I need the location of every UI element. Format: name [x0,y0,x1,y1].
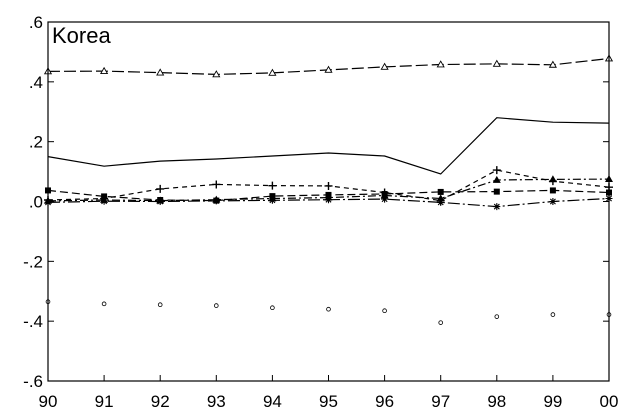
axis-ticks: .6 .4 .2 .0 -.2 -.4 -.690 91 92 93 94 95 96 97 98 99 00 [23,13,618,411]
data-point [492,59,501,67]
y-tick-label: .6 [29,13,43,32]
x-tick-label: 92 [151,392,170,411]
y-tick-label: .0 [29,193,43,212]
data-point [381,191,388,198]
x-tick-label: 98 [487,392,506,411]
data-point [382,308,387,313]
data-point [548,60,557,68]
x-tick-label: 91 [95,392,114,411]
data-point [381,195,389,203]
data-point [212,180,221,189]
data-point [550,312,556,317]
panel-label: Korea [52,23,111,48]
data-point [100,197,108,205]
data-point [548,175,557,183]
series-6 [44,195,613,211]
data-point [212,197,220,205]
series-line [47,178,610,202]
data-point [157,302,163,308]
series-2 [47,117,610,175]
data-point [549,198,557,205]
data-point [156,184,165,193]
data-point [492,166,501,175]
data-point [325,196,332,204]
series-line [47,117,610,175]
x-tick-label: 95 [319,392,338,411]
y-tick-label: .2 [29,133,43,152]
y-tick-label: -.4 [23,312,43,331]
series-7 [45,299,612,325]
data-point [156,198,164,205]
data-point [268,68,277,76]
data-point [101,301,107,307]
data-point [269,193,276,200]
data-point [270,305,275,311]
data-point [326,306,331,312]
data-point [156,68,165,76]
plot-frame [47,21,610,382]
data-point [212,70,221,78]
data-point [493,188,500,195]
x-tick-label: 93 [207,392,226,411]
x-tick-label: 99 [543,392,562,411]
series-layer [43,54,614,325]
data-point [324,181,333,190]
data-point [492,175,501,183]
data-point [494,314,500,319]
x-tick-label: 97 [431,392,450,411]
data-point [437,188,444,195]
y-tick-label: .4 [29,73,43,92]
data-point [325,191,332,198]
series-1 [43,54,614,78]
data-point [380,62,389,70]
data-point [437,198,445,206]
data-point [436,60,445,68]
data-point [268,196,276,204]
data-point [493,203,501,211]
data-point [101,193,108,200]
x-tick-label: 94 [263,392,282,411]
x-tick-label: 96 [375,392,394,411]
y-tick-label: -.2 [23,252,43,271]
y-tick-label: -.6 [23,372,43,391]
x-tick-label: 90 [39,392,58,411]
data-point [438,320,444,325]
data-point [324,65,333,73]
data-point [549,187,556,194]
data-point [100,66,109,74]
data-point [268,181,277,190]
data-point [214,303,219,308]
x-tick-label: 00 [600,392,619,411]
